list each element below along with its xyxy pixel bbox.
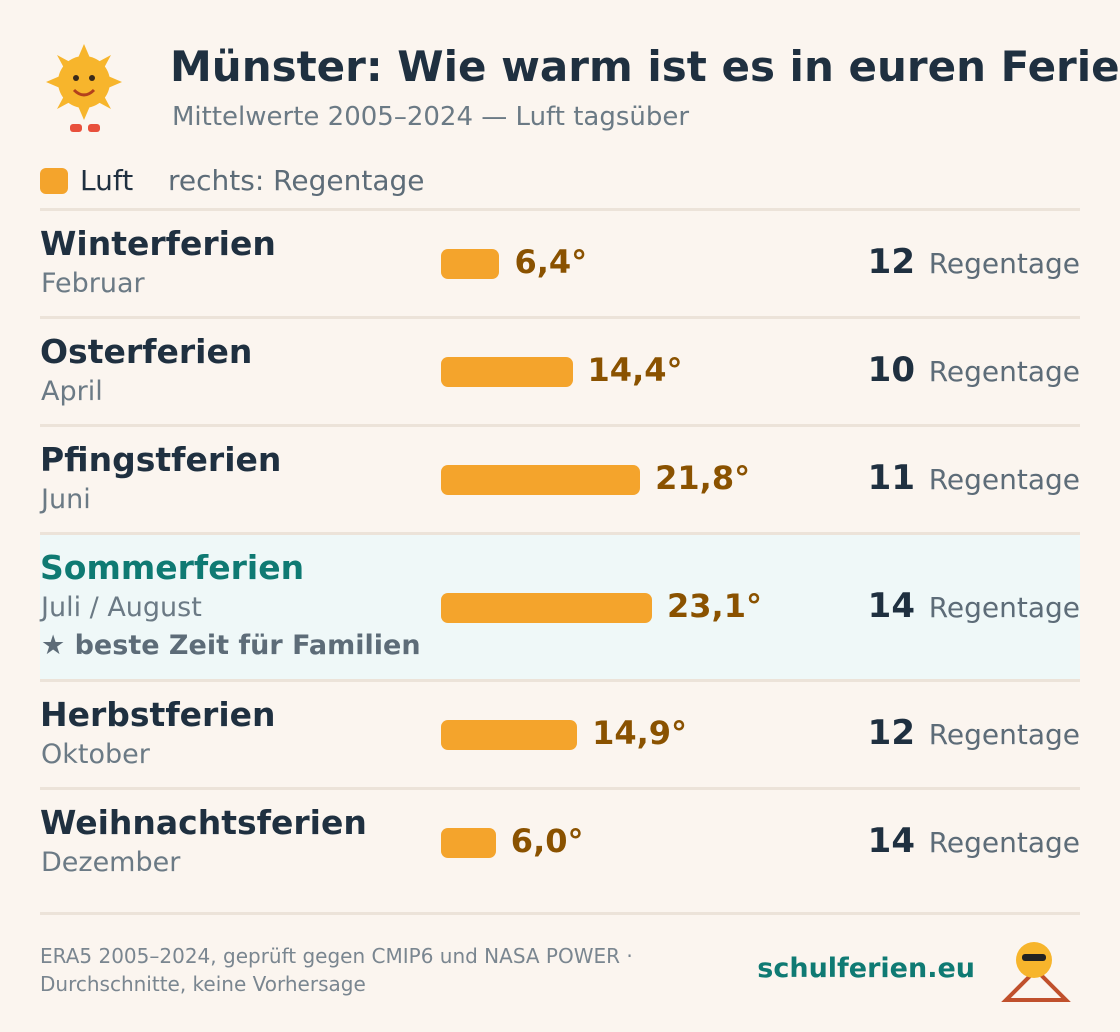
source-line: Durchschnitte, keine Vorhersage xyxy=(40,972,366,996)
value-label: 14,4° xyxy=(587,351,683,389)
brand: schulferien.eu xyxy=(757,953,975,984)
bar xyxy=(441,828,496,858)
rain-unit: Regentage xyxy=(928,718,1080,751)
category-sublabel: Dezember xyxy=(41,847,181,878)
category-sublabel: Juli / August xyxy=(41,592,202,623)
rain-days: 10 xyxy=(867,350,915,390)
bar xyxy=(441,720,578,750)
title: Münster: Wie warm ist es in euren Ferien… xyxy=(170,42,1120,91)
bar xyxy=(441,357,573,387)
category-sublabel: April xyxy=(41,376,103,407)
value-label: 6,0° xyxy=(510,822,584,860)
category-name: Pfingstferien xyxy=(40,440,282,479)
legend-label: Luft xyxy=(80,164,134,197)
rain-unit: Regentage xyxy=(928,463,1080,496)
separator xyxy=(40,787,1080,790)
sun-icon xyxy=(46,44,122,132)
category-sublabel: Juni xyxy=(41,484,91,515)
value-label: 14,9° xyxy=(592,714,688,752)
category-name: Weihnachtsferien xyxy=(40,803,367,842)
legend-note: rechts: Regentage xyxy=(168,164,425,197)
value-label: 21,8° xyxy=(655,459,751,497)
rain-unit: Regentage xyxy=(928,590,1080,624)
separator xyxy=(40,912,1080,915)
bar xyxy=(441,592,652,623)
category-name: Winterferien xyxy=(40,224,276,263)
rain-days: 12 xyxy=(867,242,915,282)
rain-days: 12 xyxy=(867,713,915,753)
separator xyxy=(40,316,1080,319)
category-name: Sommerferien xyxy=(40,548,305,587)
source-line: ERA5 2005–2024, geprüft gegen CMIP6 und … xyxy=(40,944,633,968)
rain-unit: Regentage xyxy=(928,355,1080,388)
rain-unit: Regentage xyxy=(928,247,1080,280)
category-sublabel: Oktober xyxy=(41,739,150,770)
rain-unit: Regentage xyxy=(928,826,1080,859)
category-note: ★ beste Zeit für Familien xyxy=(41,630,421,661)
separator xyxy=(40,532,1080,535)
beach-sun-icon xyxy=(1001,942,1071,1002)
source: ERA5 2005–2024, geprüft gegen CMIP6 und … xyxy=(40,942,633,998)
separator xyxy=(40,424,1080,427)
legend-swatch xyxy=(40,168,68,194)
category-name: Osterferien xyxy=(40,332,253,371)
category-sublabel: Februar xyxy=(41,268,145,299)
rain-days: 11 xyxy=(867,458,915,498)
rain-days: 14 xyxy=(867,585,915,626)
bar xyxy=(441,249,500,279)
bar xyxy=(441,465,641,495)
separator xyxy=(40,679,1080,682)
subtitle: Mittelwerte 2005–2024 — Luft tagsüber xyxy=(172,102,690,132)
value-label: 6,4° xyxy=(514,243,588,281)
separator xyxy=(40,208,1080,211)
rain-days: 14 xyxy=(867,821,915,861)
category-name: Herbstferien xyxy=(40,695,276,734)
value-label: 23,1° xyxy=(667,586,762,625)
